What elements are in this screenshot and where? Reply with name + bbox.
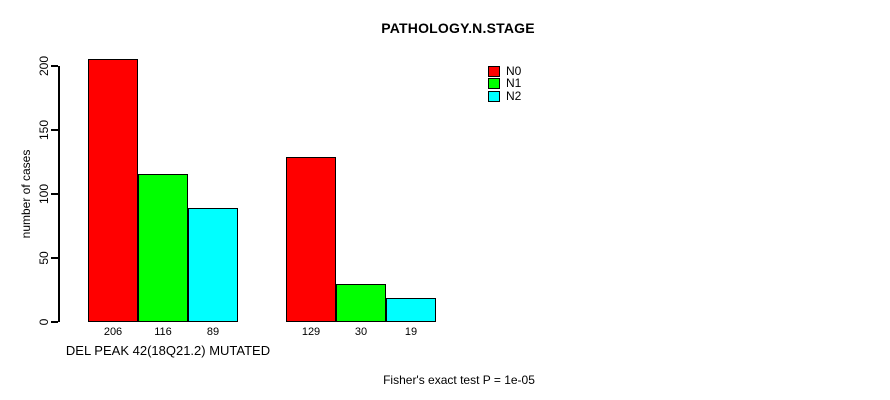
bar-value-label: 129 — [301, 326, 321, 338]
legend-row-n0: N0 — [488, 65, 521, 78]
bar-value-label: 19 — [404, 326, 418, 338]
y-tick-label-0: 0 — [37, 318, 51, 326]
bar-value-label: 89 — [206, 326, 220, 338]
bar-n1-group1 — [138, 174, 188, 322]
bar-n0-group2 — [286, 157, 336, 322]
y-tick-label-150: 150 — [37, 119, 51, 141]
legend-swatch-icon — [488, 78, 500, 90]
legend-swatch-icon — [488, 65, 500, 77]
bar-n2-group2 — [386, 298, 436, 322]
legend-label: N0 — [506, 63, 522, 78]
legend-label: N1 — [506, 76, 522, 91]
bar-value-label: 116 — [154, 326, 172, 338]
bar-n0-group1 — [88, 59, 138, 322]
bar-value-label: 206 — [103, 326, 123, 338]
y-tick-mark-100 — [51, 193, 58, 195]
legend-row-n1: N1 — [488, 76, 522, 91]
bar-value-label: 30 — [354, 326, 368, 338]
y-axis-label: number of cases — [19, 149, 33, 239]
legend-label: N2 — [506, 88, 522, 103]
y-tick-label-200: 200 — [37, 55, 51, 77]
stat-annotation: Fisher's exact test P = 1e-05 — [383, 373, 535, 387]
x-group-label: DEL PEAK 42(18Q21.2) MUTATED — [65, 343, 271, 358]
y-tick-label-100: 100 — [37, 183, 51, 205]
y-tick-mark-50 — [51, 257, 58, 259]
y-tick-label-50: 50 — [37, 251, 51, 265]
y-tick-mark-200 — [51, 65, 58, 67]
legend: N0 N1 N2 — [488, 65, 521, 103]
y-tick-mark-150 — [51, 129, 58, 131]
y-tick-mark-0 — [51, 321, 58, 323]
chart-title: PATHOLOGY.N.STAGE — [381, 20, 535, 36]
legend-swatch-icon — [488, 90, 500, 102]
y-axis-line — [58, 66, 60, 322]
bar-n2-group1 — [188, 208, 238, 322]
bar-n1-group2 — [336, 284, 386, 322]
legend-row-n2: N2 — [488, 90, 521, 103]
